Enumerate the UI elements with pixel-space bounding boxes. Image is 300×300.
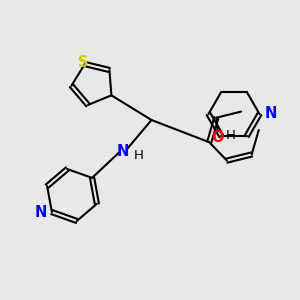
Text: H: H — [226, 129, 236, 142]
Text: N: N — [117, 144, 129, 159]
Text: N: N — [35, 205, 47, 220]
Text: O: O — [212, 130, 224, 145]
Text: S: S — [78, 55, 88, 70]
Text: N: N — [265, 106, 277, 122]
Text: H: H — [134, 148, 143, 162]
